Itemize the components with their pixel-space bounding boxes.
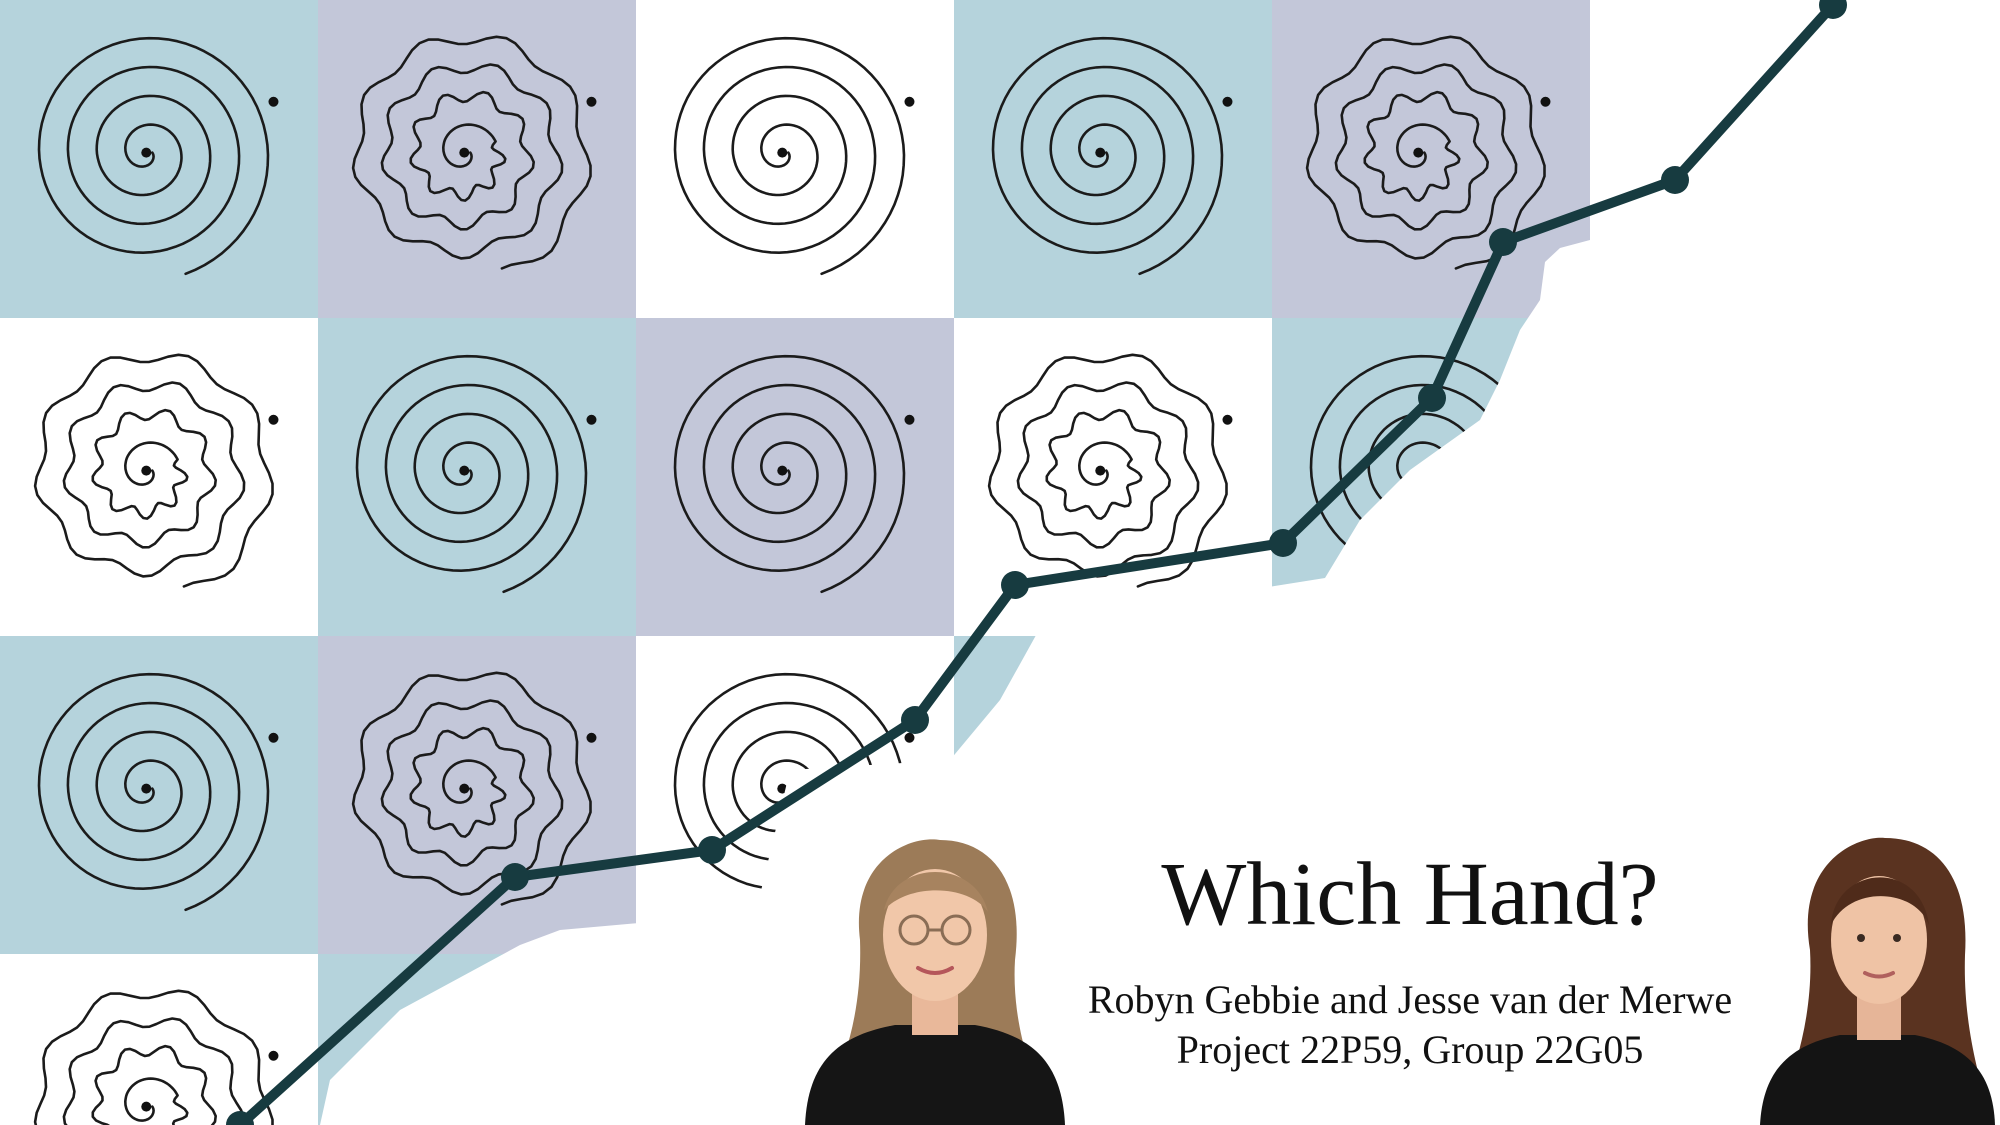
trend-point [1489, 228, 1517, 256]
spiral-end-dot [586, 1051, 596, 1061]
spiral-end-dot [268, 97, 278, 107]
spiral-center-dot [1413, 466, 1423, 476]
spiral-end-dot [904, 97, 914, 107]
spiral-end-dot [586, 97, 596, 107]
spiral-end-dot [1540, 97, 1550, 107]
spiral-end-dot [1222, 733, 1232, 743]
spiral-center-dot [141, 1102, 151, 1112]
spiral-tile [318, 0, 636, 318]
spiral-center-dot [777, 784, 787, 794]
spiral-tile [0, 318, 318, 636]
trend-point [1418, 384, 1446, 412]
trend-point [1001, 571, 1029, 599]
spiral-end-dot [268, 415, 278, 425]
spiral-tile [318, 954, 636, 1125]
spiral-tile [1590, 0, 1908, 318]
tile-background [636, 318, 954, 636]
spiral-center-dot [459, 148, 469, 158]
spiral-tile [954, 0, 1272, 318]
spiral-center-dot [459, 466, 469, 476]
spiral-tile [0, 636, 318, 954]
spiral-end-dot [1222, 97, 1232, 107]
spiral-tile [1272, 318, 1590, 636]
spiral-tile [318, 318, 636, 636]
spiral-center-dot [141, 784, 151, 794]
spiral-tile [636, 0, 954, 318]
spiral-end-dot [904, 415, 914, 425]
tile-background [0, 0, 318, 318]
tile-background [954, 0, 1272, 318]
trend-point [901, 706, 929, 734]
spiral-end-dot [268, 733, 278, 743]
trend-point [501, 863, 529, 891]
spiral-center-dot [777, 1102, 787, 1112]
tile-background [1590, 0, 1908, 318]
spiral-tile [0, 0, 318, 318]
spiral-center-dot [459, 784, 469, 794]
spiral-center-dot [1095, 148, 1105, 158]
spiral-center-dot [141, 148, 151, 158]
slide-title: Which Hand? [1040, 850, 1780, 940]
spiral-end-dot [586, 733, 596, 743]
authors-line: Robyn Gebbie and Jesse van der Merwe [1040, 975, 1780, 1025]
project-line: Project 22P59, Group 22G05 [1040, 1025, 1780, 1075]
spiral-drawing [1629, 38, 1858, 274]
spiral-tile [636, 318, 954, 636]
spiral-center-dot [1095, 784, 1105, 794]
spiral-center-dot [777, 148, 787, 158]
spiral-end-dot [1222, 415, 1232, 425]
subtitle: Robyn Gebbie and Jesse van der Merwe Pro… [1040, 975, 1780, 1075]
spiral-tile [1272, 0, 1590, 318]
spiral-center-dot [1095, 466, 1105, 476]
spiral-end-dot [586, 415, 596, 425]
tile-background [636, 0, 954, 318]
tile-background [1272, 318, 1590, 636]
trend-point [698, 836, 726, 864]
spiral-end-dot [1540, 415, 1550, 425]
trend-point [1661, 166, 1689, 194]
trend-point [1269, 529, 1297, 557]
spiral-center-dot [1731, 148, 1741, 158]
spiral-center-dot [777, 466, 787, 476]
spiral-center-dot [459, 1102, 469, 1112]
spiral-end-dot [1858, 97, 1868, 107]
tile-background [0, 636, 318, 954]
spiral-end-dot [904, 733, 914, 743]
tile-background [318, 318, 636, 636]
spiral-end-dot [268, 1051, 278, 1061]
spiral-center-dot [1413, 148, 1423, 158]
portrait-woman-glasses-icon [800, 830, 1070, 1125]
tile-background [318, 954, 636, 1125]
spiral-center-dot [141, 466, 151, 476]
portrait-woman-icon [1755, 830, 2000, 1125]
